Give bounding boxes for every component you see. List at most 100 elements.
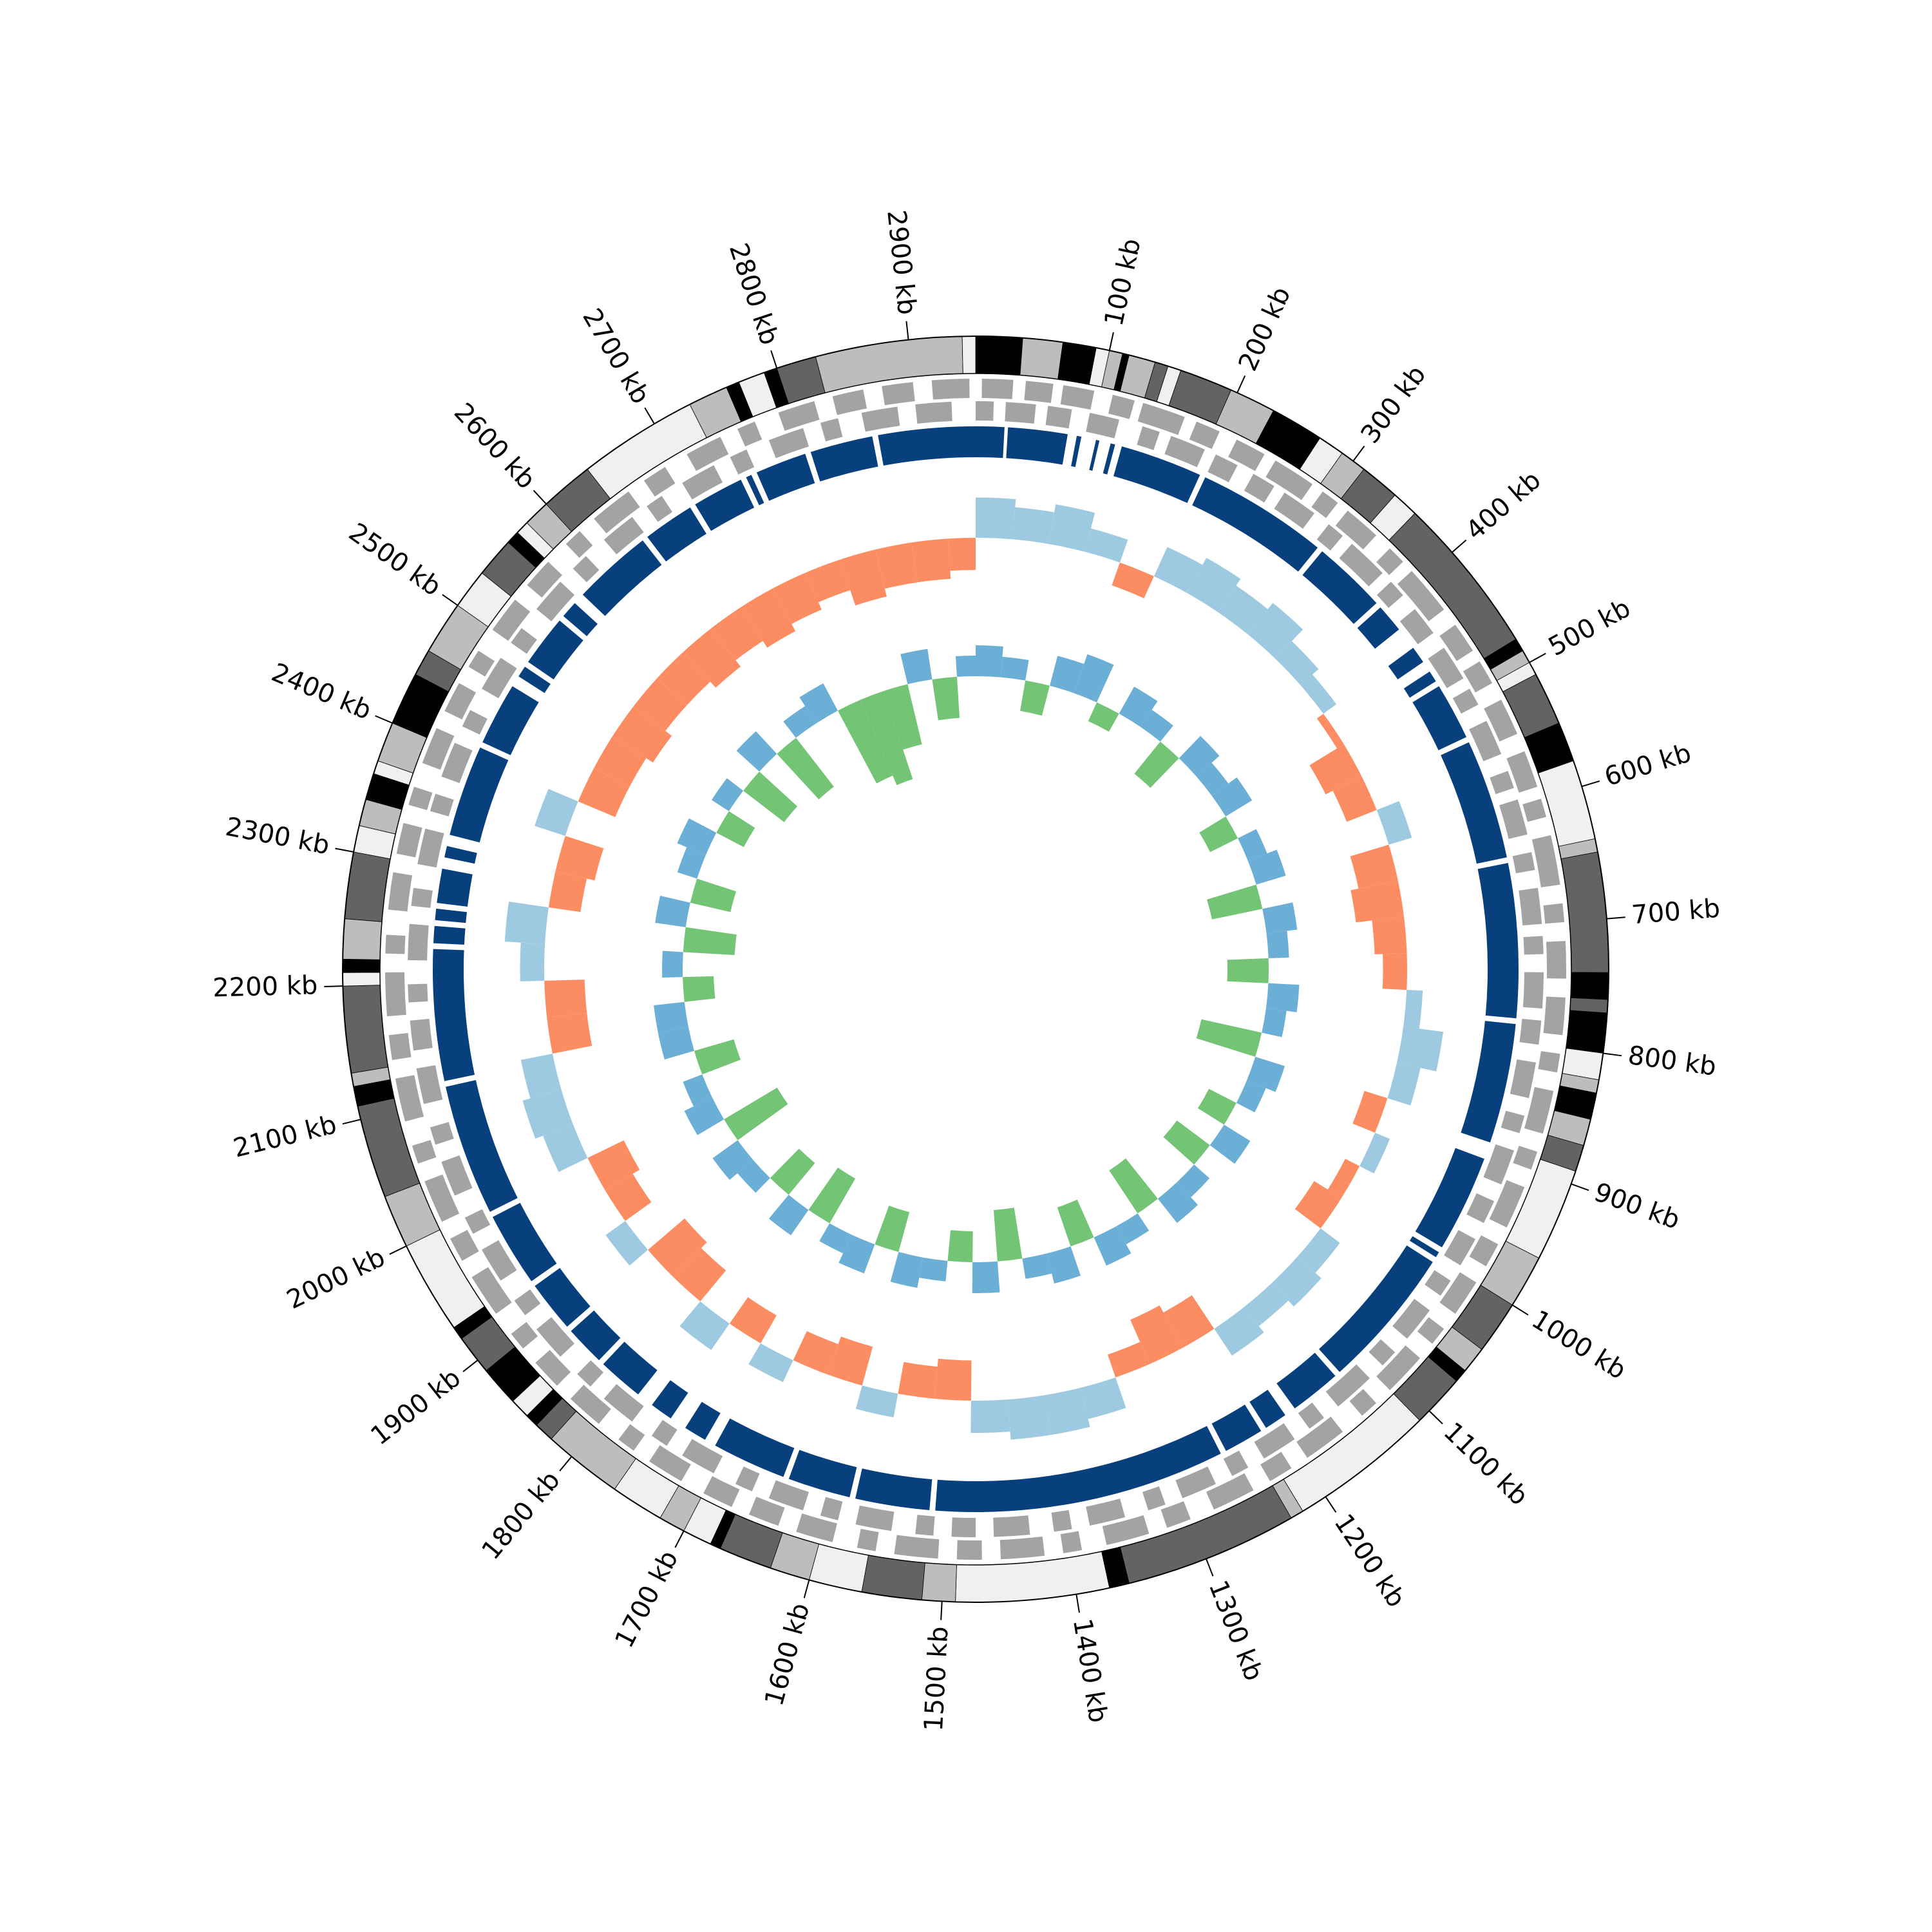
gene <box>1439 624 1473 661</box>
content-bar <box>724 1087 788 1141</box>
gene <box>1376 1345 1421 1390</box>
gene <box>1376 582 1403 608</box>
gene <box>1316 524 1343 551</box>
gene <box>396 822 422 858</box>
content-bar <box>783 706 817 738</box>
gene <box>1102 1515 1150 1546</box>
block <box>446 1080 518 1212</box>
gene <box>951 1517 976 1537</box>
gene <box>430 1122 454 1145</box>
gene <box>1339 544 1383 587</box>
tick-mark <box>1075 1594 1080 1613</box>
block <box>518 667 551 694</box>
gene <box>408 923 429 961</box>
ideogram-outline <box>342 336 1609 1603</box>
block <box>1071 435 1082 468</box>
gene <box>1244 473 1274 503</box>
block <box>1319 1245 1433 1372</box>
skew-bar <box>578 768 630 817</box>
tick-label: 2600 kb <box>448 397 541 495</box>
content-bar <box>1157 1182 1198 1223</box>
skew-bar <box>520 942 545 981</box>
gene <box>444 683 477 720</box>
skew-bar <box>1332 776 1377 822</box>
skew-bar <box>1327 1159 1360 1198</box>
content-bar <box>1265 983 1300 1012</box>
tick-label: 300 kb <box>1355 360 1432 449</box>
gene <box>857 1528 879 1551</box>
block <box>1403 671 1436 698</box>
content-bar <box>976 645 1003 677</box>
content-bar <box>690 878 737 913</box>
tick-mark <box>1428 1410 1443 1425</box>
tick-mark <box>1581 780 1600 788</box>
gene <box>649 1445 691 1481</box>
content-bar <box>1211 777 1253 817</box>
content-bar <box>1022 1253 1052 1279</box>
tick-label: 200 kb <box>1233 283 1297 375</box>
content-bar <box>1262 902 1298 934</box>
content-bar <box>654 1001 688 1033</box>
skew-bar <box>1300 674 1337 714</box>
tick-mark <box>324 985 343 987</box>
gene <box>408 786 433 810</box>
skew-bar <box>1350 844 1398 889</box>
gene <box>1206 1473 1254 1510</box>
ideogram-band <box>342 918 383 960</box>
block <box>1302 551 1377 624</box>
skew-bar <box>1244 1283 1289 1327</box>
content-bar <box>736 731 777 772</box>
tick-label: 1800 kb <box>476 1466 565 1566</box>
gene <box>1137 402 1185 435</box>
gene <box>408 983 428 1003</box>
tick-mark <box>674 1530 685 1548</box>
tick-mark <box>389 1245 407 1255</box>
block <box>1276 1352 1336 1409</box>
gene <box>1086 412 1119 439</box>
block <box>1103 443 1115 475</box>
gene <box>594 491 640 534</box>
tick-mark <box>770 350 778 369</box>
gene <box>385 972 406 1017</box>
tick-mark <box>462 1359 478 1372</box>
skew-bar <box>976 497 1016 540</box>
block <box>563 603 598 636</box>
gene <box>1060 385 1095 410</box>
tick-mark <box>375 715 393 724</box>
skew-bar <box>971 1399 1010 1433</box>
tick-label: 1300 kb <box>1203 1577 1269 1685</box>
gene <box>511 628 537 654</box>
gene <box>1060 1531 1083 1553</box>
gene <box>796 1513 837 1542</box>
gene <box>651 1419 677 1446</box>
content-bar <box>919 1257 948 1282</box>
tick-mark <box>1325 1496 1337 1513</box>
skew-bar <box>1084 528 1128 563</box>
gene <box>536 1317 575 1357</box>
content-bar <box>684 1097 724 1135</box>
gene <box>778 401 820 431</box>
ideogram-inner-outline <box>379 373 1572 1566</box>
gene <box>535 1350 571 1386</box>
content-bar <box>1119 687 1158 727</box>
skew-bar <box>1247 603 1303 659</box>
gene <box>1274 492 1314 529</box>
gene <box>1523 936 1544 955</box>
gene <box>1298 1402 1324 1429</box>
gene <box>1137 426 1160 451</box>
ideogram-band <box>342 958 381 973</box>
gene <box>1392 1298 1430 1339</box>
skew-bar <box>840 549 887 606</box>
gene <box>1499 799 1528 839</box>
gene <box>1086 1498 1126 1526</box>
tick-mark <box>533 489 547 505</box>
gene <box>1228 439 1265 471</box>
skew-bar <box>793 1331 838 1375</box>
block <box>1388 647 1423 679</box>
block <box>935 1426 1221 1512</box>
content-bar <box>932 676 960 721</box>
gene <box>1260 1452 1292 1481</box>
gene <box>1538 1051 1560 1073</box>
gene <box>464 1209 491 1234</box>
tick-label: 500 kb <box>1544 593 1636 662</box>
